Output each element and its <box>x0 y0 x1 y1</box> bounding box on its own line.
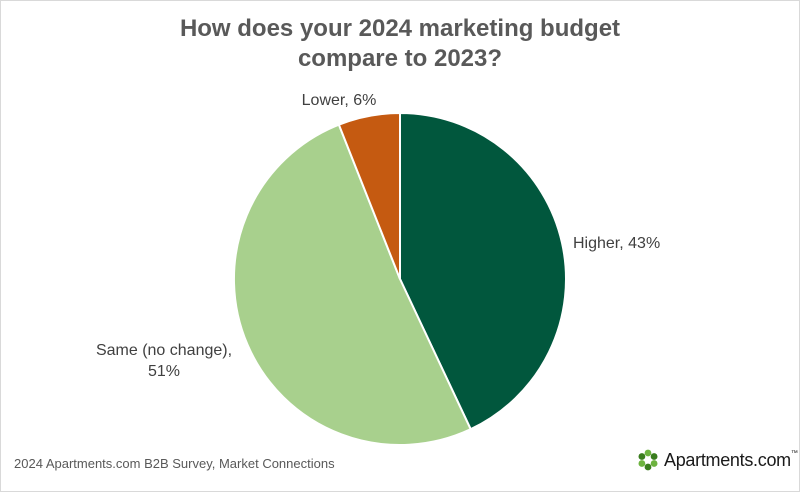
label-same-line-2: 51% <box>148 363 180 380</box>
source-note: 2024 Apartments.com B2B Survey, Market C… <box>14 456 335 471</box>
apartments-logo-icon <box>638 449 658 471</box>
apartments-logo: Apartments.com™ <box>636 448 798 472</box>
label-same-line-1: Same (no change), <box>96 342 232 359</box>
pie-slice-same-no-change <box>233 123 473 447</box>
pie-slice-lower <box>337 111 401 280</box>
apartments-logo-text: Apartments.com™ <box>664 449 798 470</box>
label-higher: Higher, 43% <box>573 235 660 252</box>
chart-title-line-2: compare to 2023? <box>297 45 503 72</box>
label-lower: Lower, 6% <box>302 92 377 109</box>
chart-title: How does your 2024 marketing budget comp… <box>0 14 800 74</box>
pie-slice-higher <box>399 111 567 431</box>
chart-title-line-1: How does your 2024 marketing budget <box>179 15 621 42</box>
